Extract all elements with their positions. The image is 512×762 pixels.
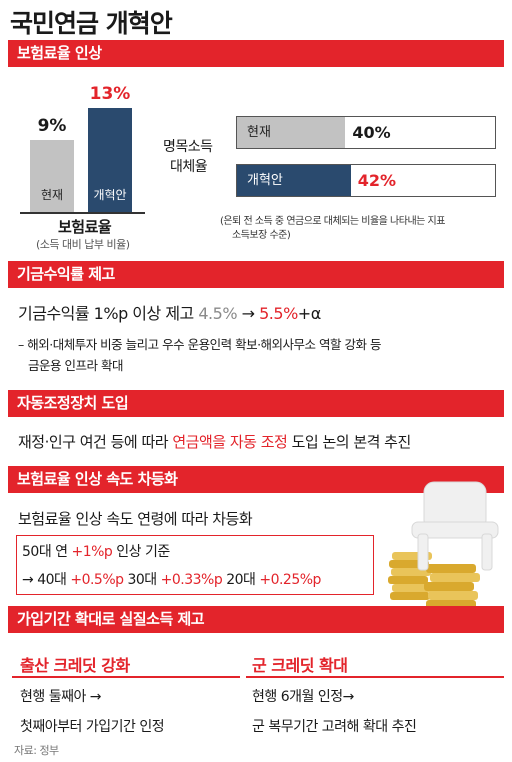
section-header-premium: 보험료율 인상 [8,40,504,67]
speed-base-b: +1%p [71,544,113,560]
hbar-value-label: 40% [352,123,391,142]
military-credit-line-1: 현행 6개월 인정→ [252,689,354,705]
fund-arrow: → [241,304,255,323]
speed-box [16,535,374,595]
page-title: 국민연금 개혁안 [10,9,173,38]
section-header-auto: 자동조정장치 도입 [8,390,504,417]
chart-xlabel: 보험료율 [58,218,112,236]
source-credit: 자료: 정부 [14,744,59,757]
bar-value-label: 9% [37,116,67,136]
auto-a: 재정·인구 여건 등에 따라 [18,433,169,451]
rate-20: +0.25%p [259,572,321,588]
chair-icon [411,481,499,571]
section-header-fund: 기금수익률 제고 [8,261,504,288]
bar-category-label: 개혁안 [93,188,127,202]
bar-reform [88,108,132,212]
age-30: 30대 [127,572,157,588]
replacement-label-1: 명목소득 [163,139,213,155]
age-40: 40대 [37,572,67,588]
rate-40: +0.5%p [70,572,124,588]
bar-category-label: 현재 [40,188,64,202]
coins-chair-illustration [388,481,500,621]
chart-baseline [20,212,145,214]
speed-ages: → 40대 +0.5%p 30대 +0.33%p 20대 +0.25%p [22,569,321,589]
rate-30: +0.33%p [160,572,223,588]
speed-base-c: 인상 기준 [116,544,170,560]
speed-base: 50대 연 +1%p 인상 기준 [22,541,170,561]
bar-current [30,140,74,212]
note-line-2: 소득보장 수준) [232,230,291,241]
fund-detail-1: – 해외·대체투자 비중 늘리고 우수 운용인력 확보·해외사무소 역할 강화 … [18,337,381,352]
hbar-reform: 개혁안 [237,165,351,196]
auto-line: 재정·인구 여건 등에 따라 연금액을 자동 조정 도입 논의 본격 추진 [18,431,411,452]
bar-value-label: 13% [89,84,131,104]
birth-credit-title: 출산 크레딧 강화 [20,656,130,675]
military-credit-title: 군 크레딧 확대 [252,656,348,675]
age-20: 20대 [226,572,256,588]
fund-from: 4.5% [198,304,238,323]
speed-base-a: 50대 연 [22,544,68,560]
note-line-1: (은퇴 전 소득 중 연금으로 대체되는 비율을 나타내는 지표 [220,216,445,227]
speed-arrow: → [22,572,34,588]
military-credit-underline [246,676,504,678]
section-header-period: 가입기간 확대로 실질소득 제고 [8,606,504,633]
auto-c: 도입 논의 본격 추진 [291,433,412,451]
birth-credit-underline [12,676,240,678]
replacement-label-2: 대체율 [170,159,208,175]
hbar-current: 현재 [237,117,346,148]
speed-main: 보험료율 인상 속도 연령에 따라 차등화 [18,510,253,528]
chart-xlabel-sub: (소득 대비 납부 비율) [36,238,130,251]
auto-b: 연금액을 자동 조정 [172,433,288,451]
birth-credit-line-1: 현행 둘째아 → [20,689,102,705]
military-credit-line-2: 군 복무기간 고려해 확대 추진 [252,719,417,735]
birth-credit-line-2: 첫째아부터 가입기간 인정 [20,719,165,735]
fund-main: 기금수익률 1%p 이상 제고 [18,304,194,323]
hbar-value-label: 42% [357,171,397,190]
fund-detail-2: 금운용 인프라 확대 [28,358,123,373]
fund-to: 5.5% [259,304,298,323]
fund-line: 기금수익률 1%p 이상 제고 4.5% → 5.5%+α [18,300,321,324]
section-header-speed: 보험료율 인상 속도 차등화 [8,466,504,493]
fund-plus: +α [297,304,321,323]
